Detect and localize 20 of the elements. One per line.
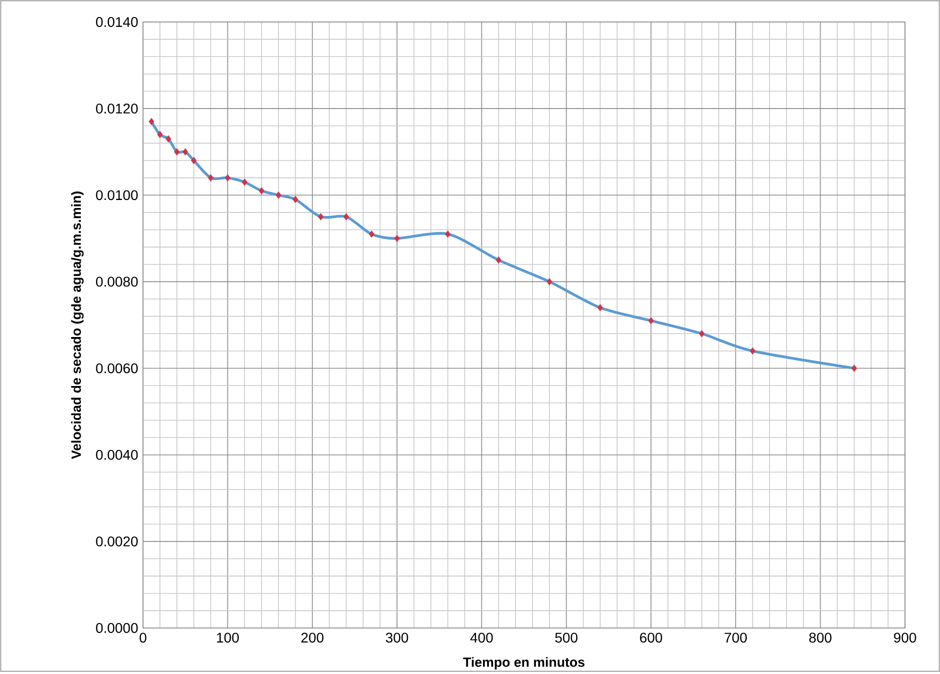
y-tick-label: 0.0000 [96,623,138,633]
y-tick-label: 0.0120 [96,104,138,114]
x-tick-label: 200 [301,632,324,643]
y-tick-label: 0.0060 [96,363,138,374]
y-tick-label: 0.0080 [96,276,138,287]
y-tick-label: 0.0020 [96,536,138,546]
y-tick-label: 0.0040 [96,450,138,460]
x-tick-label: 100 [217,632,239,643]
x-tick-label: 400 [470,632,493,643]
x-tick-label: 0 [140,632,146,643]
x-tick-label: 600 [640,632,662,643]
x-axis-title: Tiempo en minutos [463,657,584,670]
x-tick-label: 700 [724,632,747,643]
x-tick-label: 900 [894,632,916,643]
y-tick-label: 0.0140 [96,17,138,27]
y-axis-title: Velocidad de secado (gde agua/g.m.s.min) [71,192,84,460]
x-tick-label: 800 [809,632,832,643]
y-tick-label: 0.0100 [96,190,138,200]
x-tick-label: 500 [555,632,578,643]
x-tick-label: 300 [386,632,408,643]
